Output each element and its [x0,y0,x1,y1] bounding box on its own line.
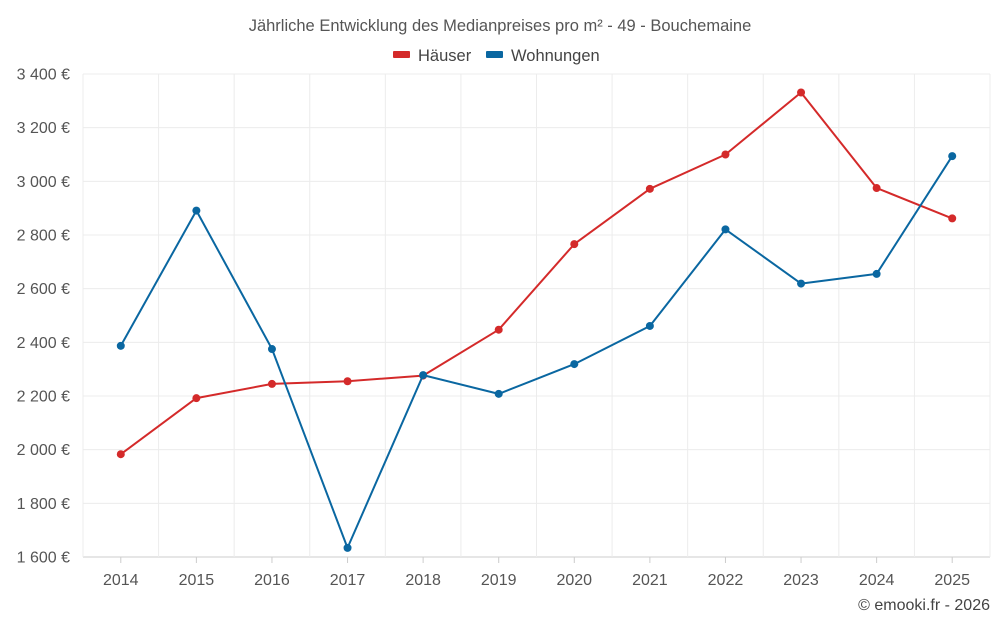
data-point-wohnungen[interactable] [721,225,730,234]
y-tick-label: 2 000 € [17,442,70,459]
legend-swatch-hauser [393,51,410,58]
data-point-wohnungen[interactable] [267,345,276,354]
x-tick-label: 2024 [859,572,895,589]
data-point-hauser[interactable] [343,377,352,386]
series-line-wohnungen [119,155,954,549]
data-point-hauser[interactable] [267,379,276,388]
series-wohnungen [116,152,957,552]
data-point-wohnungen[interactable] [419,371,428,380]
x-tick-label: 2018 [405,572,441,589]
y-tick-label: 1 600 € [17,550,70,567]
x-tick-label: 2021 [632,572,668,589]
y-tick-label: 3 000 € [17,174,70,191]
chart-title: Jährliche Entwicklung des Medianpreises … [249,17,752,35]
data-point-hauser[interactable] [645,184,654,193]
x-tick-label: 2016 [254,572,290,589]
data-point-hauser[interactable] [494,325,503,334]
legend-label-wohnungen[interactable]: Wohnungen [511,47,600,65]
data-point-wohnungen[interactable] [948,152,957,161]
data-point-wohnungen[interactable] [494,389,503,398]
y-tick-label: 3 200 € [17,120,70,137]
x-tick-label: 2014 [103,572,139,589]
y-tick-label: 2 200 € [17,389,70,406]
y-tick-label: 2 800 € [17,228,70,245]
x-tick-label: 2019 [481,572,517,589]
series-hauser [116,88,957,459]
y-tick-label: 2 400 € [17,335,70,352]
data-point-hauser[interactable] [116,450,125,459]
x-tick-label: 2020 [556,572,592,589]
legend[interactable]: Häuser Wohnungen [393,47,600,65]
data-point-wohnungen[interactable] [797,279,806,288]
y-tick-label: 2 600 € [17,281,70,298]
legend-swatch-wohnungen [486,51,503,58]
legend-item-wohnungen[interactable]: Wohnungen [486,47,600,65]
legend-label-hauser[interactable]: Häuser [418,47,472,65]
data-point-hauser[interactable] [872,184,881,193]
y-tick-label: 3 400 € [17,67,70,84]
x-tick-label: 2025 [934,572,970,589]
data-point-hauser[interactable] [948,214,957,223]
data-point-wohnungen[interactable] [872,269,881,278]
series-line-hauser [120,91,953,456]
data-point-wohnungen[interactable] [116,341,125,350]
data-point-hauser[interactable] [192,394,201,403]
data-point-hauser[interactable] [721,150,730,159]
grid [82,73,991,558]
x-tick-label: 2017 [330,572,366,589]
data-point-wohnungen[interactable] [192,206,201,215]
axes: 1 600 € 1 800 € 2 000 € 2 200 € 2 400 € 2 600… [17,67,970,590]
credit-text: © emooki.fr - 2026 [858,597,990,614]
legend-item-hauser[interactable]: Häuser [393,47,472,65]
data-point-wohnungen[interactable] [570,360,579,369]
series [116,88,957,552]
data-point-wohnungen[interactable] [645,321,654,330]
x-tick-label: 2023 [783,572,819,589]
data-point-wohnungen[interactable] [343,543,352,552]
data-point-hauser[interactable] [797,88,806,97]
y-tick-label: 1 800 € [17,496,70,513]
x-tick-label: 2022 [708,572,744,589]
data-point-hauser[interactable] [570,240,579,249]
x-tick-label: 2015 [179,572,215,589]
